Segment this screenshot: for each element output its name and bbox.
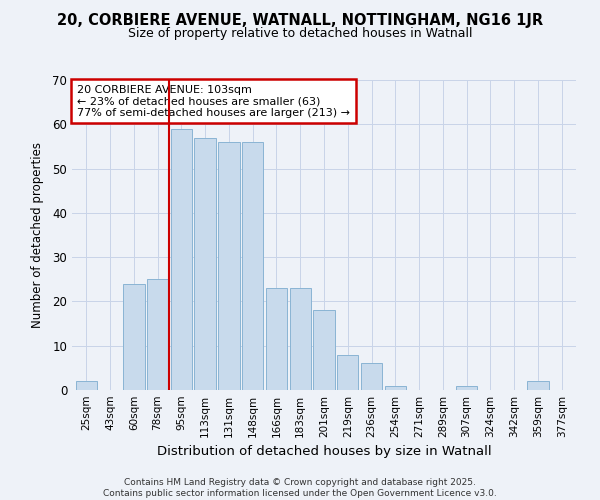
Text: 20, CORBIERE AVENUE, WATNALL, NOTTINGHAM, NG16 1JR: 20, CORBIERE AVENUE, WATNALL, NOTTINGHAM…: [57, 12, 543, 28]
Text: Size of property relative to detached houses in Watnall: Size of property relative to detached ho…: [128, 28, 472, 40]
Bar: [266, 288, 287, 390]
Text: 20 CORBIERE AVENUE: 103sqm
← 23% of detached houses are smaller (63)
77% of semi: 20 CORBIERE AVENUE: 103sqm ← 23% of deta…: [77, 84, 350, 118]
X-axis label: Distribution of detached houses by size in Watnall: Distribution of detached houses by size …: [157, 446, 491, 458]
Bar: [147, 280, 168, 390]
Bar: [242, 142, 263, 390]
Y-axis label: Number of detached properties: Number of detached properties: [31, 142, 44, 328]
Text: Contains HM Land Registry data © Crown copyright and database right 2025.
Contai: Contains HM Land Registry data © Crown c…: [103, 478, 497, 498]
Bar: [361, 364, 382, 390]
Bar: [290, 288, 311, 390]
Bar: [456, 386, 478, 390]
Bar: [76, 381, 97, 390]
Bar: [385, 386, 406, 390]
Bar: [218, 142, 239, 390]
Bar: [170, 128, 192, 390]
Bar: [337, 354, 358, 390]
Bar: [194, 138, 216, 390]
Bar: [313, 310, 335, 390]
Bar: [123, 284, 145, 390]
Bar: [527, 381, 548, 390]
